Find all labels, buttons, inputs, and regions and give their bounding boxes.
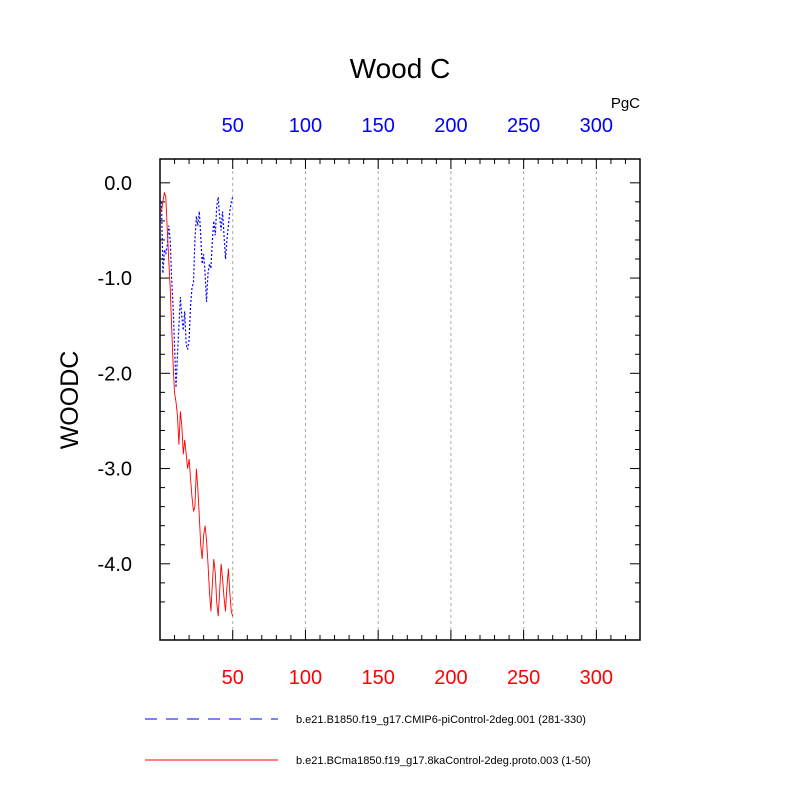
x-tick-label-top: 100 [289, 115, 322, 137]
legend: b.e21.B1850.f19_g17.CMIP6-piControl-2deg… [145, 714, 591, 767]
y-tick-label: -2.0 [98, 363, 132, 385]
x-tick-label-top: 150 [361, 115, 394, 137]
x-tick-label-top: 50 [222, 115, 244, 137]
x-tick-label-bottom: 100 [289, 667, 322, 689]
x-tick-label-bottom: 150 [361, 667, 394, 689]
y-axis-label: WOODC [56, 351, 84, 450]
legend-label-2: b.e21.BCma1850.f19_g17.8kaControl-2deg.p… [296, 755, 591, 767]
x-tick-label-bottom: 300 [580, 667, 613, 689]
series-line-1 [160, 196, 234, 388]
y-tick-label: -4.0 [98, 554, 132, 576]
series-line-2 [161, 192, 234, 617]
y-tick-label: -3.0 [98, 459, 132, 481]
x-tick-label-bottom: 50 [222, 667, 244, 689]
plot-frame [159, 158, 641, 641]
x-tick-label-bottom: 250 [507, 667, 540, 689]
units-label: PgC [611, 95, 640, 112]
chart-title: Wood C [350, 53, 451, 84]
gridlines [232, 159, 597, 640]
tick-labels: 50 100 150 200 250 300 50 100 150 200 250 300 0.0 -1.… [98, 115, 614, 689]
legend-label-1: b.e21.B1850.f19_g17.CMIP6-piControl-2deg… [296, 714, 586, 726]
y-tick-label: -1.0 [98, 268, 132, 290]
x-tick-label-top: 200 [434, 115, 467, 137]
x-tick-label-top: 250 [507, 115, 540, 137]
series-lines [160, 192, 234, 617]
y-tick-label: 0.0 [104, 173, 132, 195]
axis-ticks [160, 159, 640, 640]
x-tick-label-top: 300 [580, 115, 613, 137]
x-tick-label-bottom: 200 [434, 667, 467, 689]
